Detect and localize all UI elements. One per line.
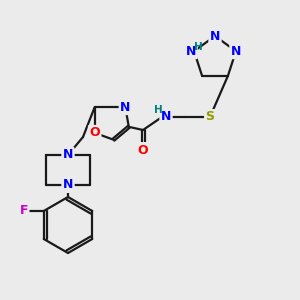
Text: H: H <box>154 105 162 115</box>
Text: S: S <box>206 110 214 124</box>
Text: H: H <box>194 42 203 52</box>
Text: N: N <box>186 45 196 58</box>
Text: N: N <box>63 148 73 161</box>
Text: N: N <box>161 110 171 124</box>
Text: O: O <box>89 126 100 140</box>
Text: N: N <box>210 29 220 43</box>
Text: O: O <box>138 143 148 157</box>
Text: N: N <box>120 100 130 114</box>
Text: N: N <box>231 45 241 58</box>
Text: N: N <box>63 178 73 191</box>
Text: F: F <box>20 205 28 218</box>
